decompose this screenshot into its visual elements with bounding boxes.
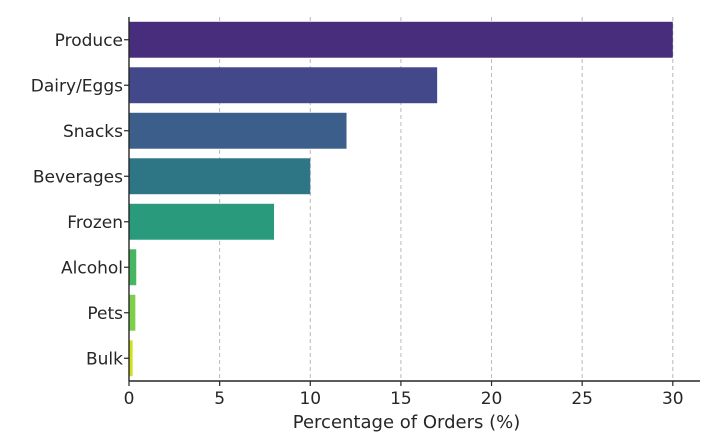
y-tick-labels: Produce Dairy/Eggs Snacks Beverages Frozen Al… [31,31,129,369]
y-tick-label: Beverages [33,167,123,187]
bar-alcohol [129,249,137,286]
x-tick-label: 5 [214,389,225,409]
bar-bulk [129,340,133,377]
y-tick-label: Pets [87,304,123,324]
bar-dairy-eggs [129,67,438,104]
x-tick-labels: 0 5 10 15 20 25 30 [124,381,684,409]
x-tick-label: 15 [390,389,412,409]
x-tick-label: 20 [481,389,503,409]
bar-frozen [129,203,275,240]
y-tick-label: Alcohol [61,258,123,278]
x-tick-label: 25 [571,389,593,409]
x-tick-label: 0 [124,389,135,409]
bar-produce [129,21,673,58]
y-tick-label: Bulk [86,349,123,369]
bars [129,21,673,377]
x-tick-label: 10 [299,389,321,409]
x-axis-title: Percentage of Orders (%) [293,412,520,433]
y-tick-label: Frozen [67,213,123,233]
x-tick-label: 30 [662,389,684,409]
bar-snacks [129,112,347,149]
axes [128,17,700,382]
y-tick-label: Dairy/Eggs [31,76,123,96]
bar-beverages [129,158,311,195]
gridlines [219,17,674,381]
y-tick-label: Produce [55,31,123,51]
bar-pets [129,294,136,331]
y-tick-label: Snacks [63,122,123,142]
